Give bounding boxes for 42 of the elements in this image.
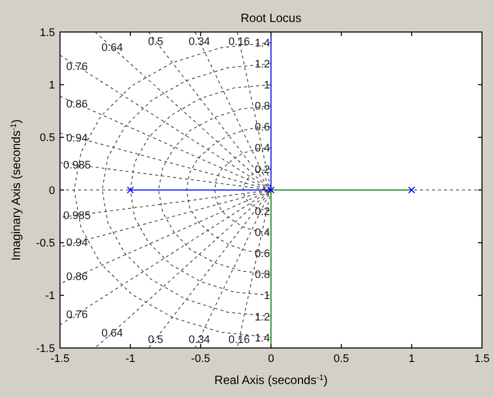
text: 0.64 bbox=[101, 328, 123, 340]
text: 0.34 bbox=[188, 334, 210, 346]
x-tick-label: 1 bbox=[408, 353, 415, 365]
y-tick-label: -1.5 bbox=[36, 342, 55, 355]
x-tick-label: 1.5 bbox=[474, 353, 490, 365]
y-tick-label: 0.5 bbox=[40, 132, 55, 144]
text: 0.4 bbox=[254, 226, 270, 239]
series-label: 0.34 bbox=[188, 36, 210, 48]
y-tick-label: -0.5 bbox=[36, 238, 55, 250]
text: 0.76 bbox=[66, 308, 88, 321]
text: 0.8 bbox=[254, 269, 270, 282]
x-tick-label: 0 bbox=[268, 353, 274, 365]
text: 0.6 bbox=[254, 248, 270, 260]
series-label: 0.94 bbox=[66, 237, 88, 250]
chart-title: Root Locus bbox=[240, 11, 302, 25]
series-label: 0.86 bbox=[66, 271, 88, 284]
y-tick-label: 1.5 bbox=[40, 26, 55, 39]
series-label: 0.5 bbox=[148, 36, 164, 48]
x-tick-label: -0.5 bbox=[191, 353, 210, 365]
x-tick-label: 0.5 bbox=[334, 353, 349, 365]
series-label: 0.6 bbox=[254, 122, 270, 134]
series-label: 0.8 bbox=[254, 100, 270, 113]
x-tick-label: -1 bbox=[125, 353, 136, 365]
y-tick-label: -1 bbox=[45, 290, 55, 302]
text: 0.94 bbox=[66, 132, 88, 145]
series-label: 1.4 bbox=[254, 37, 270, 50]
series-label: 1.2 bbox=[254, 58, 270, 70]
series-label: 1 bbox=[264, 80, 270, 92]
series-label: 0.76 bbox=[66, 60, 88, 73]
series-label: 0.4 bbox=[254, 142, 270, 155]
text: 1.2 bbox=[254, 311, 270, 324]
text: 1.4 bbox=[254, 332, 270, 344]
text: 0.16 bbox=[228, 36, 250, 48]
text: 0.86 bbox=[66, 98, 88, 111]
text: 0.985 bbox=[63, 210, 91, 222]
series-label: 0.2 bbox=[254, 206, 270, 218]
text: 0.5 bbox=[148, 334, 164, 346]
series-label: 0.16 bbox=[228, 334, 250, 346]
series-label: 0.64 bbox=[101, 42, 123, 54]
y-tick-label: 0 bbox=[48, 184, 55, 197]
y-tick-label: 1 bbox=[48, 80, 55, 92]
x-axis-title: Real Axis (seconds$^{-1}$) bbox=[214, 372, 328, 387]
